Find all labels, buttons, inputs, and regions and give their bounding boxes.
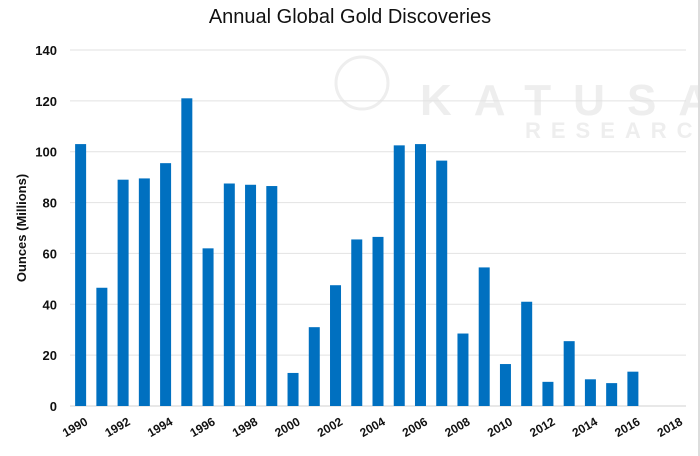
bar-2016 — [627, 371, 639, 406]
y-tick-label: 20 — [43, 348, 57, 363]
x-tick-label: 2014 — [570, 414, 600, 440]
bar-1992 — [117, 179, 129, 406]
bar-2013 — [563, 341, 575, 406]
y-axis-label: Ounces (Millions) — [14, 174, 29, 282]
bar-2005 — [393, 145, 405, 406]
x-tick-label: 2012 — [527, 414, 557, 440]
y-tick-label: 120 — [35, 94, 57, 109]
bar-2014 — [584, 379, 596, 406]
x-tick-label: 2006 — [400, 414, 430, 440]
bar-1993 — [138, 178, 150, 406]
bar-2012 — [542, 381, 554, 406]
x-tick-label: 2004 — [357, 414, 387, 440]
y-tick-label: 40 — [43, 297, 57, 312]
bar-2004 — [372, 236, 384, 406]
svg-text:RESEARCH: RESEARCH — [525, 118, 700, 143]
bar-2000 — [287, 372, 299, 406]
bar-1996 — [202, 248, 214, 406]
y-tick-label: 100 — [35, 145, 57, 160]
bar-2010 — [499, 364, 511, 406]
x-tick-label: 2002 — [315, 414, 345, 440]
y-tick-label: 0 — [50, 399, 57, 414]
bar-2007 — [436, 160, 448, 406]
bar-2008 — [457, 333, 469, 406]
chart-title: Annual Global Gold Discoveries — [208, 6, 492, 28]
bar-1991 — [96, 287, 108, 406]
bar-2002 — [330, 285, 342, 406]
x-tick-label: 2018 — [655, 414, 685, 440]
bar-1999 — [266, 186, 278, 406]
bar-1995 — [181, 98, 193, 407]
y-tick-label: 60 — [43, 246, 57, 261]
x-tick-label: 1990 — [60, 414, 90, 440]
x-tick-label: 1992 — [102, 414, 132, 440]
x-tick-label: 2000 — [272, 414, 302, 440]
bar-2006 — [414, 144, 426, 407]
x-tick-label: 1996 — [187, 414, 217, 440]
x-tick-label: 1998 — [230, 414, 260, 440]
bar-1994 — [160, 163, 172, 406]
x-tick-label: 1994 — [145, 414, 175, 440]
bar-2009 — [478, 267, 490, 406]
bar-1998 — [245, 184, 257, 406]
bar-1990 — [75, 144, 87, 407]
watermark-logo: KATUSA RESEARCH — [334, 55, 700, 143]
bar-2015 — [606, 383, 618, 406]
bar-2003 — [351, 239, 363, 406]
bar-2001 — [308, 327, 320, 406]
y-tick-label: 140 — [35, 43, 57, 58]
x-tick-label: 2008 — [442, 414, 472, 440]
x-tick-label: 2016 — [612, 414, 642, 440]
bar-2011 — [521, 301, 533, 406]
y-tick-label: 80 — [43, 196, 57, 211]
x-tick-label: 2010 — [485, 414, 515, 440]
bar-1997 — [223, 183, 235, 406]
